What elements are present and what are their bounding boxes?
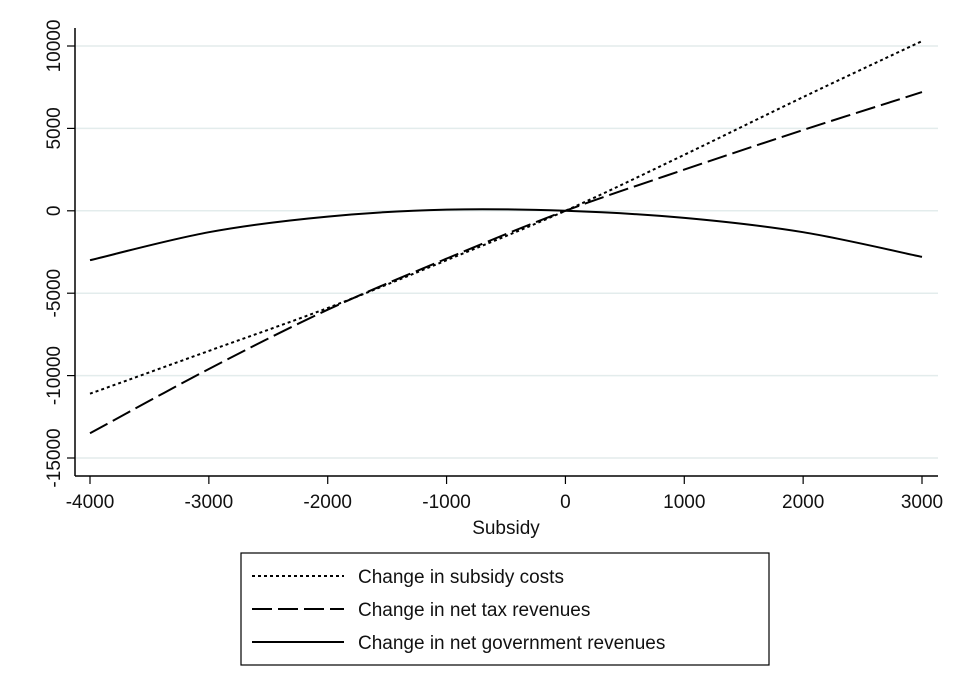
legend-label: Change in net government revenues: [358, 633, 665, 654]
y-tick-label: -15000: [44, 428, 65, 487]
x-tick-label: -2000: [303, 492, 352, 513]
series-line-solid: [89, 208, 923, 262]
legend-label: Change in subsidy costs: [358, 567, 564, 588]
axes: [74, 28, 938, 477]
y-tick-label: 0: [44, 206, 65, 217]
y-tick-label: -5000: [44, 269, 65, 318]
x-ticks: -4000 -3000 -2000 -1000 0 1000 2000 3000: [66, 476, 943, 513]
y-tick-label: 10000: [44, 20, 65, 73]
y-tick-label: 5000: [44, 107, 65, 149]
x-tick-label: -3000: [185, 492, 234, 513]
legend: Change in subsidy costs Change in net tax…: [240, 552, 770, 666]
x-tick-label: -1000: [422, 492, 471, 513]
y-ticks: -15000 -10000 -5000 0 5000 10000: [44, 20, 75, 488]
x-tick-label: 3000: [901, 492, 943, 513]
x-tick-label: -4000: [66, 492, 115, 513]
series-lines: [89, 40, 923, 435]
legend-label: Change in net tax revenues: [358, 600, 590, 621]
x-tick-label: 1000: [663, 492, 705, 513]
x-axis-title: Subsidy: [472, 518, 540, 539]
x-tick-label: 2000: [782, 492, 824, 513]
gridlines: [76, 45, 938, 459]
series-line-dashed: [89, 91, 923, 435]
x-tick-label: 0: [560, 492, 571, 513]
legend-box: [240, 552, 770, 666]
series-line-dotted: [89, 40, 923, 395]
y-tick-label: -10000: [44, 346, 65, 405]
